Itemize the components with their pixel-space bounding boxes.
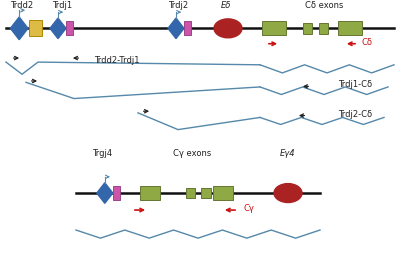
Text: Eδ: Eδ — [221, 1, 231, 10]
Text: Trdj2: Trdj2 — [168, 1, 188, 10]
Bar — [262, 21, 286, 35]
Bar — [338, 21, 362, 35]
Bar — [184, 21, 191, 35]
Polygon shape — [10, 17, 28, 40]
Bar — [201, 188, 211, 198]
Bar — [319, 23, 328, 34]
Bar — [140, 186, 160, 200]
Bar — [29, 20, 42, 36]
Text: Trdd2: Trdd2 — [10, 1, 34, 10]
Polygon shape — [168, 18, 184, 39]
Text: Eγ4: Eγ4 — [280, 148, 296, 157]
Text: Trdj1: Trdj1 — [52, 1, 72, 10]
Text: Cδ exons: Cδ exons — [305, 1, 343, 10]
Bar — [213, 186, 233, 200]
Text: Cγ: Cγ — [243, 204, 254, 213]
Text: Cδ: Cδ — [362, 38, 373, 47]
Circle shape — [214, 19, 242, 38]
Text: Trgj4: Trgj4 — [92, 148, 112, 157]
Bar — [113, 186, 120, 200]
Text: Trdd2-Trdj1: Trdd2-Trdj1 — [94, 56, 140, 65]
Text: Cγ exons: Cγ exons — [173, 148, 211, 157]
Bar — [303, 23, 312, 34]
Text: Trdj2-Cδ: Trdj2-Cδ — [338, 110, 372, 119]
Bar — [186, 188, 195, 198]
Polygon shape — [97, 183, 113, 203]
Text: Trdj1-Cδ: Trdj1-Cδ — [338, 80, 372, 89]
Polygon shape — [50, 18, 66, 39]
Bar — [66, 21, 73, 35]
Circle shape — [274, 184, 302, 202]
